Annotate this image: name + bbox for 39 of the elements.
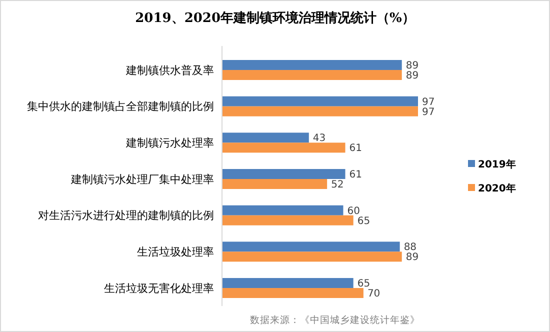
bar — [222, 106, 418, 116]
legend-label: 2020年 — [478, 182, 516, 194]
data-label: 70 — [367, 288, 380, 300]
bar — [222, 288, 364, 298]
data-label: 97 — [422, 96, 435, 108]
data-label: 89 — [406, 252, 419, 264]
data-label: 43 — [312, 133, 326, 144]
bar — [222, 142, 346, 153]
y-tick-label: 生活垃圾处理率 — [137, 246, 214, 259]
data-label: 89 — [406, 60, 419, 72]
data-label: 65 — [357, 216, 370, 227]
bar — [222, 179, 328, 189]
y-tick-label: 建制镇污水处理率 — [125, 136, 214, 150]
bar — [222, 132, 309, 143]
data-label: 97 — [422, 106, 435, 118]
y-tick-label: 建制镇污水处理厂集中处理率 — [70, 172, 214, 186]
y-tick-label: 集中供水的建制镇占全部建制镇的比例 — [27, 100, 214, 114]
legend-label: 2019年 — [478, 158, 516, 170]
y-tick-label: 建制镇供水普及率 — [125, 64, 214, 77]
bar — [222, 242, 400, 252]
bar — [222, 169, 346, 179]
data-label: 52 — [331, 179, 344, 190]
bar — [222, 205, 344, 216]
source-note: 数据来源：《中国城乡建设统计年鉴》 — [250, 314, 420, 326]
data-label: 89 — [406, 70, 419, 82]
data-label: 61 — [349, 143, 362, 154]
bar — [222, 252, 402, 262]
chart-title: 2019、2020年建制镇环境治理情况统计（%） — [135, 10, 415, 26]
data-label: 65 — [357, 278, 370, 290]
bar — [222, 60, 402, 70]
data-label: 60 — [347, 206, 360, 217]
data-label: 61 — [349, 170, 362, 181]
bar — [222, 96, 418, 106]
bar — [222, 70, 402, 80]
bar — [222, 278, 354, 288]
y-tick-label: 对生活污水进行处理的建制镇的比例 — [38, 209, 214, 222]
bar — [222, 215, 354, 226]
data-label: 88 — [404, 242, 417, 254]
y-tick-label: 生活垃圾无害化处理率 — [104, 282, 214, 295]
